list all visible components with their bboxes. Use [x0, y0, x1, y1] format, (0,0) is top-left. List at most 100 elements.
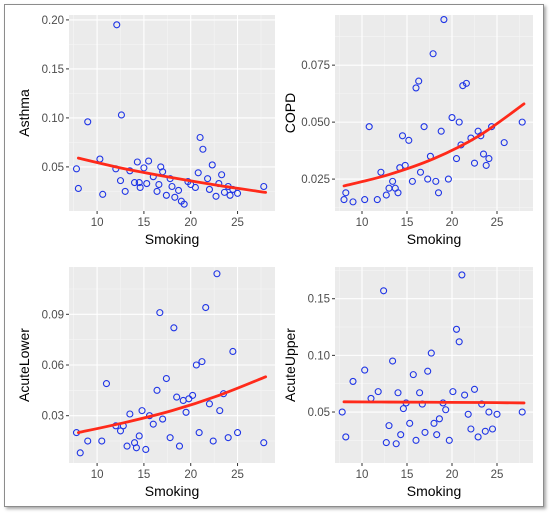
data-point — [361, 366, 369, 374]
chart-panel-copd: 10 15 20 25 0.025 0.050 0.075 Smoking COPD — [282, 15, 533, 247]
data-point — [170, 324, 178, 332]
data-point — [427, 349, 435, 357]
data-point — [481, 427, 489, 435]
data-point — [132, 444, 140, 452]
data-point — [405, 136, 413, 144]
data-point — [180, 200, 188, 208]
data-point — [452, 155, 461, 163]
data-point — [171, 193, 179, 201]
data-point — [392, 440, 400, 448]
data-point — [452, 325, 461, 333]
data-point — [412, 436, 420, 444]
y-axis-title: AcuteLower — [16, 328, 32, 402]
x-tick-label: 20 — [446, 469, 459, 481]
data-point — [208, 161, 216, 169]
data-point — [349, 198, 357, 206]
data-point — [448, 114, 456, 122]
data-point — [138, 407, 146, 415]
data-point — [260, 439, 268, 447]
data-point — [394, 389, 402, 397]
y-tick-label: 0.025 — [301, 174, 330, 186]
data-point — [415, 77, 423, 85]
trend-line — [342, 102, 526, 188]
data-point — [434, 189, 443, 197]
data-point — [420, 123, 428, 131]
data-point — [459, 82, 467, 90]
data-point — [478, 400, 486, 408]
data-point — [470, 159, 479, 167]
data-point — [175, 442, 184, 450]
y-tick-label: 0.15 — [42, 64, 64, 76]
data-point — [432, 177, 440, 185]
y-tick-label: 0.050 — [301, 117, 330, 129]
data-point — [455, 338, 463, 346]
data-point — [416, 389, 424, 397]
data-point — [462, 79, 470, 87]
data-point — [406, 419, 414, 427]
x-axis-title: Smoking — [407, 231, 461, 247]
data-point — [500, 139, 508, 147]
x-tick-label: 10 — [356, 217, 369, 229]
y-axis-title: COPD — [282, 93, 298, 133]
panel-background — [335, 267, 533, 463]
data-point — [226, 191, 234, 199]
x-tick-label: 15 — [401, 469, 414, 481]
data-point — [435, 415, 443, 423]
data-point — [140, 164, 148, 172]
data-point — [399, 405, 407, 413]
data-point — [162, 191, 170, 199]
data-point — [389, 177, 397, 185]
data-point — [412, 84, 420, 92]
data-point — [218, 171, 226, 179]
data-point — [440, 16, 448, 24]
data-point — [433, 431, 441, 439]
data-point — [182, 408, 190, 416]
data-point — [408, 177, 416, 185]
data-point — [212, 192, 220, 200]
data-point — [455, 118, 463, 126]
data-point — [76, 449, 84, 457]
data-point — [205, 400, 214, 408]
data-point — [377, 168, 385, 176]
data-point — [133, 158, 141, 166]
x-axis-title: Smoking — [407, 483, 461, 499]
y-tick-label: 0.15 — [308, 294, 330, 306]
trend-line — [76, 156, 268, 194]
data-point — [389, 357, 397, 365]
data-point — [361, 196, 369, 204]
data-point — [173, 393, 181, 401]
trend-line — [342, 400, 526, 405]
data-point — [72, 165, 81, 173]
data-point — [191, 183, 199, 192]
x-tick-label: 15 — [138, 217, 151, 229]
data-point — [464, 410, 472, 418]
data-point — [342, 189, 350, 197]
x-tick-label: 20 — [184, 469, 197, 481]
y-axis-title: Asthma — [16, 89, 32, 137]
data-point — [220, 188, 228, 196]
data-point — [458, 271, 466, 279]
data-point — [437, 127, 445, 135]
data-point — [421, 428, 429, 436]
data-point — [175, 186, 183, 194]
data-point — [380, 287, 388, 295]
x-tick-label: 25 — [491, 469, 504, 481]
data-point — [102, 380, 111, 388]
data-point — [213, 270, 221, 278]
data-point — [482, 161, 490, 169]
data-point — [445, 436, 453, 444]
data-point — [155, 180, 163, 189]
data-point — [430, 419, 438, 427]
x-axis-title: Smoking — [145, 483, 199, 499]
y-tick-label: 0.10 — [42, 113, 64, 125]
y-tick-label: 0.03 — [42, 411, 64, 423]
data-point — [99, 190, 107, 198]
data-point — [192, 361, 200, 369]
data-point — [202, 304, 210, 312]
data-point — [142, 445, 150, 454]
data-point — [397, 431, 405, 439]
data-point — [168, 182, 176, 191]
data-point — [485, 408, 493, 416]
data-point — [149, 420, 157, 428]
data-point — [382, 191, 390, 199]
